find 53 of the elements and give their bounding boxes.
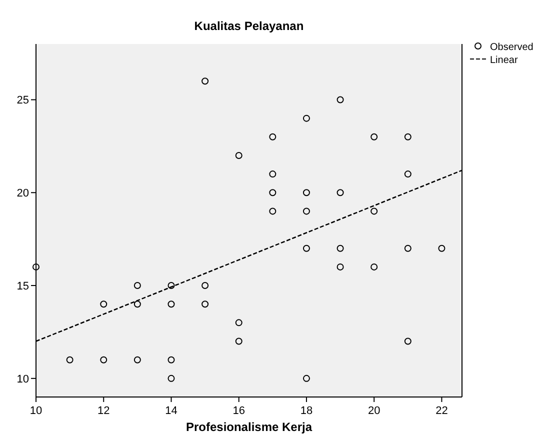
- point: [235, 338, 242, 345]
- point: [404, 133, 412, 140]
- point: [370, 208, 378, 215]
- y-tick-label: 20: [16, 188, 29, 200]
- point: [100, 300, 108, 308]
- point: [168, 282, 175, 290]
- point: [336, 263, 344, 270]
- y-tick-label: 15: [16, 280, 29, 293]
- point: [235, 319, 242, 326]
- point: [202, 282, 209, 290]
- point: [235, 152, 242, 159]
- y-tick-label: 25: [16, 94, 29, 107]
- legend-label: Linear: [490, 55, 518, 66]
- point: [336, 96, 344, 104]
- point: [202, 300, 209, 308]
- point: [134, 356, 141, 364]
- x-tick-label: 18: [300, 405, 313, 417]
- point: [168, 374, 175, 382]
- point: [269, 189, 276, 196]
- point: [269, 133, 276, 140]
- x-axis-title: Profesionalisme Kerja: [186, 420, 312, 434]
- point: [302, 374, 310, 382]
- point: [66, 356, 74, 364]
- x-tick-label: 22: [436, 405, 448, 417]
- point: [370, 263, 378, 270]
- point: [302, 208, 310, 215]
- point: [336, 244, 344, 252]
- point: [32, 263, 40, 270]
- point: [302, 244, 310, 252]
- point: [404, 170, 412, 178]
- point: [302, 114, 310, 122]
- point: [168, 300, 175, 308]
- point: [134, 300, 141, 308]
- point: [404, 338, 412, 345]
- point: [438, 244, 446, 252]
- y-tick-label: 10: [16, 373, 29, 386]
- x-tick-label: 16: [232, 405, 245, 417]
- point: [370, 133, 378, 140]
- point: [302, 189, 310, 196]
- point: [269, 208, 276, 215]
- x-tick-label: 14: [165, 405, 178, 417]
- point: [134, 282, 141, 290]
- point: [404, 244, 412, 252]
- chart-title: Kualitas Pelayanan: [194, 19, 304, 33]
- point: [269, 170, 276, 178]
- legend-label: Observed: [490, 42, 534, 53]
- point: [100, 356, 108, 364]
- point: [202, 78, 209, 85]
- x-tick-label: 20: [368, 405, 380, 417]
- x-tick-label: 12: [97, 405, 110, 417]
- point: [336, 189, 344, 196]
- point: [168, 356, 175, 364]
- x-tick-label: 10: [30, 405, 42, 417]
